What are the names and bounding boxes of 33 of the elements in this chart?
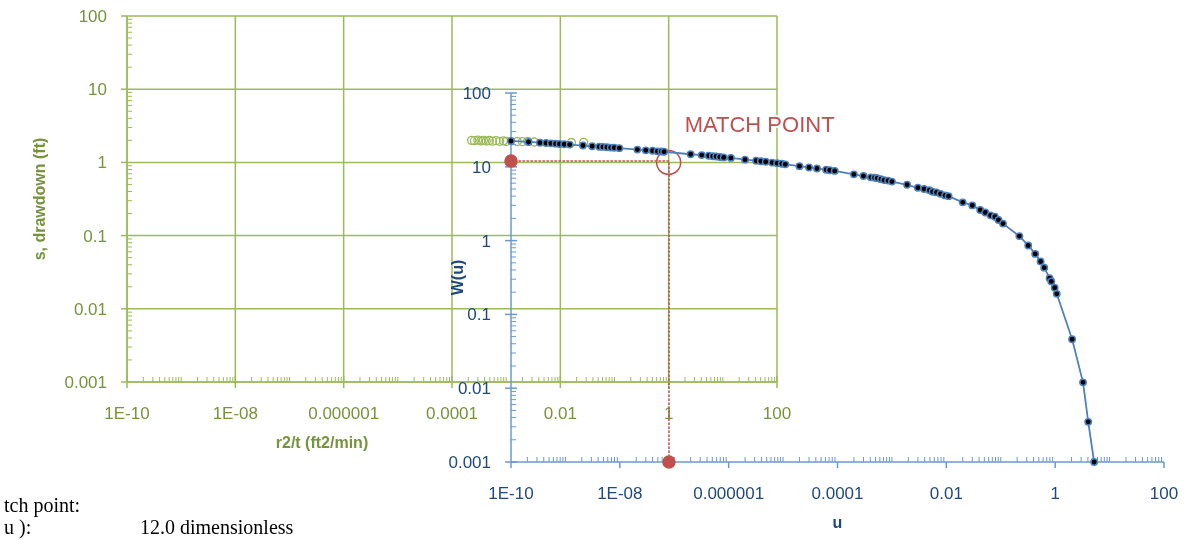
x-tick-label: 100 [1149, 484, 1179, 503]
y-axis-title: s, drawdown (ft) [31, 137, 48, 261]
text: u ): [4, 516, 32, 539]
y-tick-label: 0.001 [64, 373, 107, 392]
y-tick-label: 10 [88, 80, 107, 100]
x-tick-label: 1E-10 [104, 404, 150, 423]
y-tick-label: 0.1 [83, 226, 107, 246]
x-tick-label: 0.01 [543, 404, 577, 423]
text: tch point: [4, 494, 81, 517]
y-axis-title: W(u) [449, 259, 466, 296]
y-tick-label: 100 [78, 7, 107, 26]
y-tick-label: 0.01 [73, 299, 107, 319]
x-tick-label: 1 [1050, 484, 1060, 503]
text: 12.0 dimensionless [140, 516, 294, 538]
y-tick-label: 1 [97, 153, 107, 173]
y-tick-label: 1 [481, 231, 491, 251]
y-tick-label: 0.001 [448, 453, 491, 472]
x-tick-label: 100 [762, 404, 792, 423]
x-axis-title: u [832, 514, 843, 531]
y-tick-label: 100 [462, 84, 491, 103]
y-tick-label: 0.1 [467, 305, 491, 325]
x-tick-label: 0.0001 [426, 404, 478, 423]
x-tick-label: 0.000001 [308, 404, 380, 423]
x-tick-label: 0.0001 [811, 484, 864, 503]
x-tick-label: 1E-08 [212, 404, 259, 423]
x-tick-label: 0.01 [929, 484, 963, 503]
x-tick-label: 1E-10 [488, 484, 534, 503]
x-tick-label: 1E-08 [597, 484, 643, 503]
y-tick-label: 0.01 [457, 379, 491, 399]
y-tick-label: 10 [472, 157, 491, 177]
x-tick-label: 0.000001 [693, 484, 765, 503]
x-tick-label: 1 [663, 404, 674, 423]
x-axis-title: r2/t (ft2/min) [275, 434, 369, 451]
